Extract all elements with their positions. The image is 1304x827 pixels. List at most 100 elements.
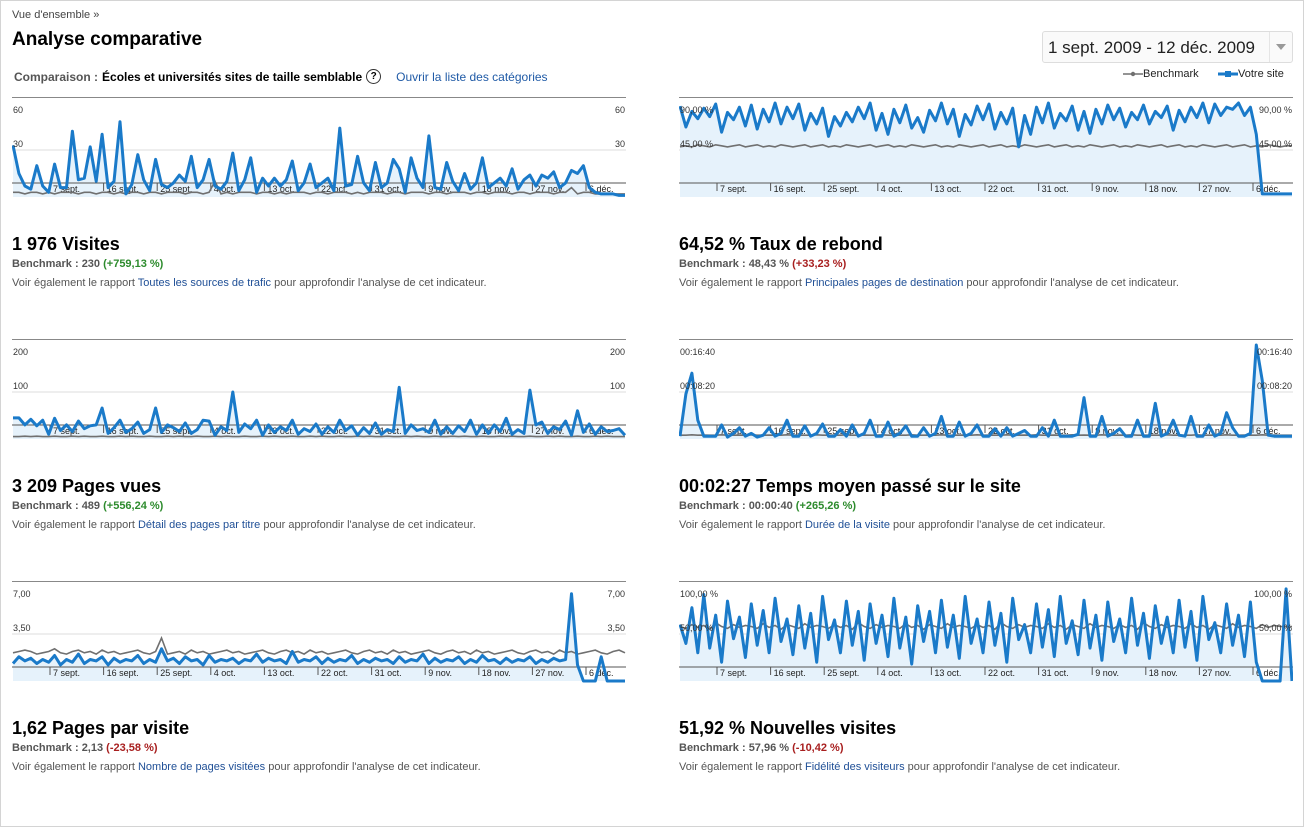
y-tick-label-right: 90,00 % bbox=[1259, 105, 1292, 115]
y-tick-label-left: 200 bbox=[13, 347, 28, 357]
y-tick-label-left: 30 bbox=[13, 139, 23, 149]
x-tick-label: 22 oct. bbox=[988, 184, 1015, 194]
see-also-suffix: pour approfondir l'analyse de cet indica… bbox=[260, 519, 476, 531]
site-line bbox=[678, 101, 1292, 196]
chart-5: 7 sept. 16 sept. 25 sept. 4 oct. 13 oct. 22 o… bbox=[11, 581, 626, 693]
see-also-prefix: Voir également le rapport bbox=[12, 761, 138, 773]
x-tick-label: 16 sept. bbox=[107, 668, 139, 678]
x-tick-label: 6 déc. bbox=[589, 426, 614, 436]
x-tick-label: 16 sept. bbox=[107, 184, 139, 194]
x-tick-label: 22 oct. bbox=[988, 426, 1015, 436]
x-tick-label: 4 oct. bbox=[214, 426, 236, 436]
site-line bbox=[678, 343, 1292, 439]
comparison-label: Comparaison : bbox=[14, 69, 99, 84]
report-link[interactable]: Nombre de pages visitées bbox=[137, 761, 266, 773]
benchmark-delta: (+759,13 %) bbox=[103, 258, 164, 270]
benchmark-label: Benchmark : 00:00:40 bbox=[679, 500, 796, 512]
see-also-text: Voir également le rapport Principales pa… bbox=[679, 277, 1179, 289]
benchmark-line bbox=[12, 635, 626, 656]
y-tick-label-left: 00:08:20 bbox=[680, 381, 715, 391]
x-tick-label: 25 sept. bbox=[827, 184, 859, 194]
help-icon[interactable]: ? bbox=[366, 69, 382, 84]
site-line bbox=[11, 120, 625, 197]
benchmark-label: Benchmark : 48,43 % bbox=[679, 258, 793, 270]
x-tick-label: 16 sept. bbox=[774, 184, 806, 194]
chart-4: 7 sept. 16 sept. 25 sept. 4 oct. 13 oct. 22 o… bbox=[678, 339, 1293, 451]
open-category-list-link[interactable]: Ouvrir la liste des catégories bbox=[396, 69, 548, 84]
y-tick-label-left: 100,00 % bbox=[680, 589, 718, 599]
y-tick-label-left: 3,50 bbox=[13, 623, 31, 633]
x-tick-label: 6 déc. bbox=[589, 184, 614, 194]
y-tick-label-right: 45,00 % bbox=[1259, 139, 1292, 149]
x-tick-label: 16 sept. bbox=[774, 668, 806, 678]
date-range-picker[interactable]: 1 sept. 2009 - 12 déc. 2009 bbox=[1042, 31, 1293, 63]
line-chart: 7 sept. 16 sept. 25 sept. 4 oct. 13 oct. 22 o… bbox=[11, 581, 626, 683]
breadcrumb-link[interactable]: Vue d'ensemble » bbox=[12, 9, 100, 21]
benchmark-label: Benchmark : 57,96 % bbox=[679, 742, 793, 754]
y-tick-label-right: 200 bbox=[610, 347, 625, 357]
legend-site-label: Votre site bbox=[1238, 68, 1284, 80]
report-link[interactable]: Toutes les sources de trafic bbox=[137, 277, 272, 289]
line-chart: 7 sept. 16 sept. 25 sept. 4 oct. 13 oct. 22 o… bbox=[11, 97, 626, 197]
site-area bbox=[680, 345, 1292, 439]
date-range-text: 1 sept. 2009 - 12 déc. 2009 bbox=[1048, 38, 1255, 57]
legend-benchmark-label: Benchmark bbox=[1143, 68, 1199, 80]
x-tick-label: 6 déc. bbox=[1256, 184, 1281, 194]
x-tick-label: 27 nov. bbox=[535, 184, 564, 194]
report-link[interactable]: Fidélité des visiteurs bbox=[804, 761, 905, 773]
x-tick-label: 18 nov. bbox=[482, 668, 511, 678]
see-also-prefix: Voir également le rapport bbox=[679, 761, 805, 773]
x-tick-label: 22 oct. bbox=[321, 668, 348, 678]
report-link[interactable]: Détail des pages par titre bbox=[137, 519, 261, 531]
x-tick-label: 4 oct. bbox=[214, 668, 236, 678]
x-tick-label: 13 oct. bbox=[934, 668, 961, 678]
benchmark-delta: (+33,23 %) bbox=[792, 258, 847, 270]
x-tick-label: 16 sept. bbox=[107, 426, 139, 436]
y-tick-label-right: 3,50 bbox=[607, 623, 625, 633]
y-tick-label-left: 100 bbox=[13, 381, 28, 391]
see-also-prefix: Voir également le rapport bbox=[12, 519, 138, 531]
y-tick-label-right: 7,00 bbox=[607, 589, 625, 599]
x-tick-label: 27 nov. bbox=[1202, 426, 1231, 436]
site-area bbox=[13, 121, 625, 197]
x-tick-label: 31 oct. bbox=[1042, 426, 1069, 436]
x-tick-label: 13 oct. bbox=[267, 184, 294, 194]
chart-3: 7 sept. 16 sept. 25 sept. 4 oct. 13 oct. 22 o… bbox=[12, 339, 627, 451]
y-tick-label-left: 45,00 % bbox=[680, 139, 713, 149]
report-link[interactable]: Principales pages de destination bbox=[804, 277, 964, 289]
see-also-prefix: Voir également le rapport bbox=[679, 519, 805, 531]
site-line bbox=[13, 385, 627, 437]
report-link[interactable]: Durée de la visite bbox=[804, 519, 890, 531]
see-also-prefix: Voir également le rapport bbox=[679, 277, 805, 289]
comparison-category: Écoles et universités sites de taille se… bbox=[102, 69, 363, 84]
line-chart: 7 sept. 16 sept. 25 sept. 4 oct. 13 oct. 22 o… bbox=[678, 339, 1293, 439]
see-also-suffix: pour approfondir l'analyse de cet indica… bbox=[265, 761, 481, 773]
chart-6: 7 sept. 16 sept. 25 sept. 4 oct. 13 oct. 22 o… bbox=[678, 581, 1294, 693]
x-tick-label: 13 oct. bbox=[934, 426, 961, 436]
x-tick-label: 27 nov. bbox=[535, 668, 564, 678]
page-title: Analyse comparative bbox=[12, 29, 203, 50]
chevron-down-icon[interactable] bbox=[1269, 32, 1292, 62]
x-tick-label: 7 sept. bbox=[53, 668, 80, 678]
see-also-suffix: pour approfondir l'analyse de cet indica… bbox=[271, 277, 487, 289]
metric-headline: 1 976 Visites bbox=[12, 234, 120, 254]
x-tick-label: 9 nov. bbox=[1095, 184, 1119, 194]
x-tick-label: 18 nov. bbox=[482, 426, 511, 436]
y-tick-label-right: 50,00 % bbox=[1259, 623, 1292, 633]
breadcrumb[interactable]: Vue d'ensemble » bbox=[12, 9, 99, 21]
x-tick-label: 27 nov. bbox=[1202, 184, 1231, 194]
chart-1: 7 sept. 16 sept. 25 sept. 4 oct. 13 oct. 22 o… bbox=[11, 97, 626, 209]
benchmark-line-text: Benchmark : 230 (+759,13 %) bbox=[12, 258, 163, 270]
x-tick-label: 25 sept. bbox=[160, 668, 192, 678]
x-tick-label: 13 oct. bbox=[934, 184, 961, 194]
site-legend-icon bbox=[1218, 71, 1238, 77]
line-chart: 7 sept. 16 sept. 25 sept. 4 oct. 13 oct. 22 o… bbox=[12, 339, 627, 439]
benchmark-line-text: Benchmark : 2,13 (-23,58 %) bbox=[12, 742, 158, 754]
x-tick-label: 9 nov. bbox=[428, 668, 452, 678]
legend-site: Votre site bbox=[1218, 68, 1284, 80]
metric-headline: 3 209 Pages vues bbox=[12, 476, 162, 496]
metric-headline: 51,92 % Nouvelles visites bbox=[679, 718, 897, 738]
see-also-suffix: pour approfondir l'analyse de cet indica… bbox=[904, 761, 1121, 773]
see-also-text: Voir également le rapport Nombre de page… bbox=[12, 761, 481, 773]
line-chart: 7 sept. 16 sept. 25 sept. 4 oct. 13 oct. 22 o… bbox=[678, 97, 1293, 197]
